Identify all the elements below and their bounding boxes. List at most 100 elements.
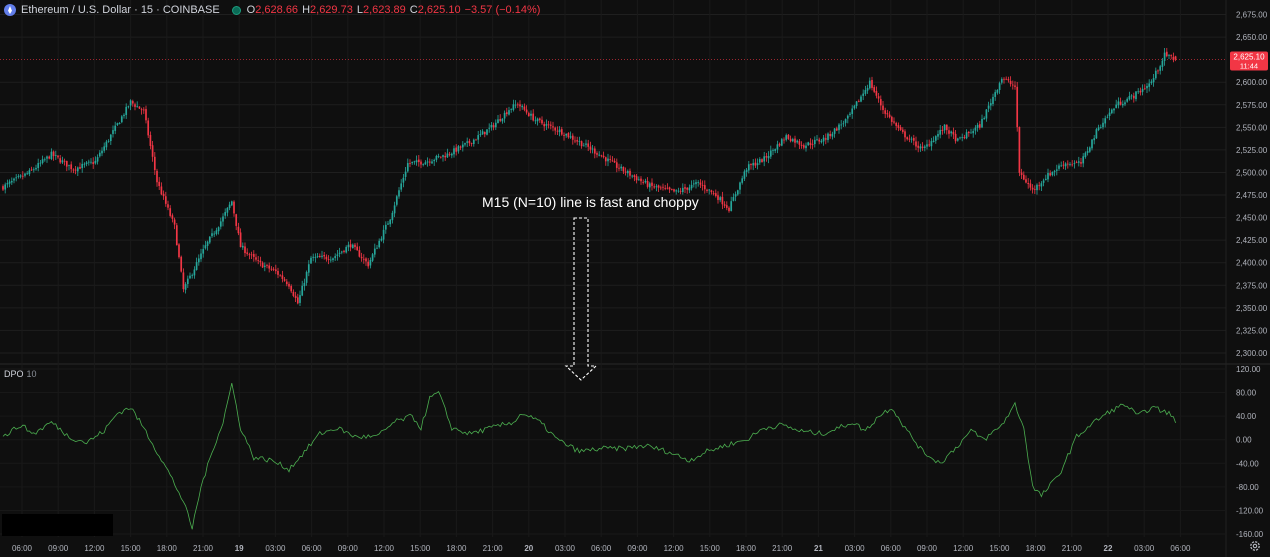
dpo-tick-label: 40.00 [1236, 412, 1257, 421]
candle-body [796, 140, 799, 143]
candle-body [356, 246, 359, 251]
candle-body [202, 249, 205, 254]
candle-body [710, 190, 713, 193]
candle-body [692, 183, 695, 185]
candle-body [596, 153, 598, 155]
time-tick-label: 19 [235, 544, 244, 553]
low-label: L [356, 4, 363, 16]
candle-body [488, 127, 491, 129]
candle-body [226, 207, 229, 213]
candle-body [294, 295, 297, 299]
candle-body [1060, 165, 1063, 167]
candle-body [274, 269, 277, 272]
candle-body [1003, 78, 1005, 80]
candle-body [840, 124, 843, 126]
candle-body [428, 161, 431, 163]
time-tick-label: 21:00 [193, 544, 214, 553]
dpo-line [2, 383, 1176, 530]
time-tick-label: 06:00 [881, 544, 902, 553]
candle-body [730, 201, 733, 211]
candle-body [686, 187, 689, 190]
candle-body [87, 161, 90, 163]
candle-body [701, 185, 704, 186]
candle-body [560, 129, 563, 135]
candle-body [578, 141, 581, 143]
candle-body [1172, 56, 1175, 61]
candle-body [459, 146, 462, 148]
candle-body [1088, 147, 1091, 152]
symbol-legend[interactable]: Ethereum / U.S. Dollar · 15 · COINBASE O… [4, 2, 540, 18]
time-tick-label: 09:00 [48, 544, 69, 553]
candle-body [237, 226, 240, 234]
candle-body [569, 136, 572, 138]
candle-body [752, 163, 755, 166]
symbol-title[interactable]: Ethereum / U.S. Dollar · 15 · COINBASE [21, 4, 220, 16]
candle-body [46, 156, 48, 159]
time-axis[interactable]: 06:00 09:00 12:00 15:00 18:00 21:00 19 03:00 06:… [12, 544, 1191, 553]
candle-body [928, 144, 931, 146]
low-value: 2,623.89 [362, 4, 406, 16]
candle-body [50, 151, 53, 160]
candle-body [411, 161, 414, 164]
candle-body [910, 138, 913, 140]
time-tick-label: 06:00 [12, 544, 33, 553]
candle-body [937, 133, 939, 137]
candle-body [182, 272, 185, 290]
candle-body [1005, 78, 1008, 80]
candle-body [1084, 152, 1087, 158]
candle-body [567, 133, 570, 138]
candle-body [290, 285, 293, 292]
price-axis[interactable]: 2,675.00 2,650.00 2,600.00 2,575.00 2,550.00… [1236, 11, 1268, 358]
annotation-arrow[interactable] [564, 217, 598, 381]
candle-body [257, 260, 260, 262]
candle-body [846, 115, 849, 119]
candle-body [26, 173, 29, 175]
candle-body [1148, 83, 1151, 87]
candle-body [138, 106, 141, 109]
candle-body [321, 255, 323, 257]
candle-body [917, 145, 920, 148]
candle-body [1007, 79, 1010, 81]
price-badge-value: 2,625.10 [1233, 53, 1265, 62]
price-tick-label: 2,450.00 [1236, 214, 1268, 223]
candle-body [142, 109, 145, 111]
candle-body [373, 248, 376, 255]
candle-body [57, 155, 59, 158]
price-tick-label: 2,475.00 [1236, 191, 1268, 200]
candle-body [316, 256, 319, 257]
candle-body [477, 135, 480, 140]
annotation-arrow-shape [564, 217, 598, 381]
candle-body [633, 175, 636, 177]
candle-body [571, 135, 574, 140]
candle-body [248, 254, 251, 256]
candle-body [114, 125, 117, 131]
dpo-tick-label: 80.00 [1236, 389, 1257, 398]
candle-body [956, 138, 959, 141]
candle-body [1168, 55, 1170, 56]
gear-icon[interactable] [1248, 539, 1262, 553]
candle-body [74, 169, 77, 171]
candle-body [622, 166, 625, 172]
candle-body [197, 258, 200, 263]
candle-body [651, 182, 653, 186]
dpo-axis[interactable]: 120.00 80.00 40.00 0.00 -40.00 -80.00 -120.00 -… [1236, 365, 1264, 539]
candle-body [776, 144, 779, 150]
candle-body [536, 118, 539, 122]
candle-body [164, 196, 167, 204]
candle-body [145, 109, 147, 121]
candle-body [404, 171, 407, 177]
market-status-icon[interactable] [231, 5, 241, 15]
candle-body [697, 182, 700, 183]
candle-body [890, 116, 893, 122]
candle-body [41, 159, 44, 163]
candle-body [981, 118, 983, 128]
candle-body [954, 133, 957, 142]
candle-body [332, 258, 334, 261]
indicator-legend[interactable]: DPO 10 [4, 369, 37, 379]
candle-body [985, 109, 988, 119]
candle-body [1053, 170, 1056, 172]
candle-body [382, 229, 385, 240]
candle-body [109, 134, 112, 142]
time-tick-label: 03:00 [845, 544, 866, 553]
